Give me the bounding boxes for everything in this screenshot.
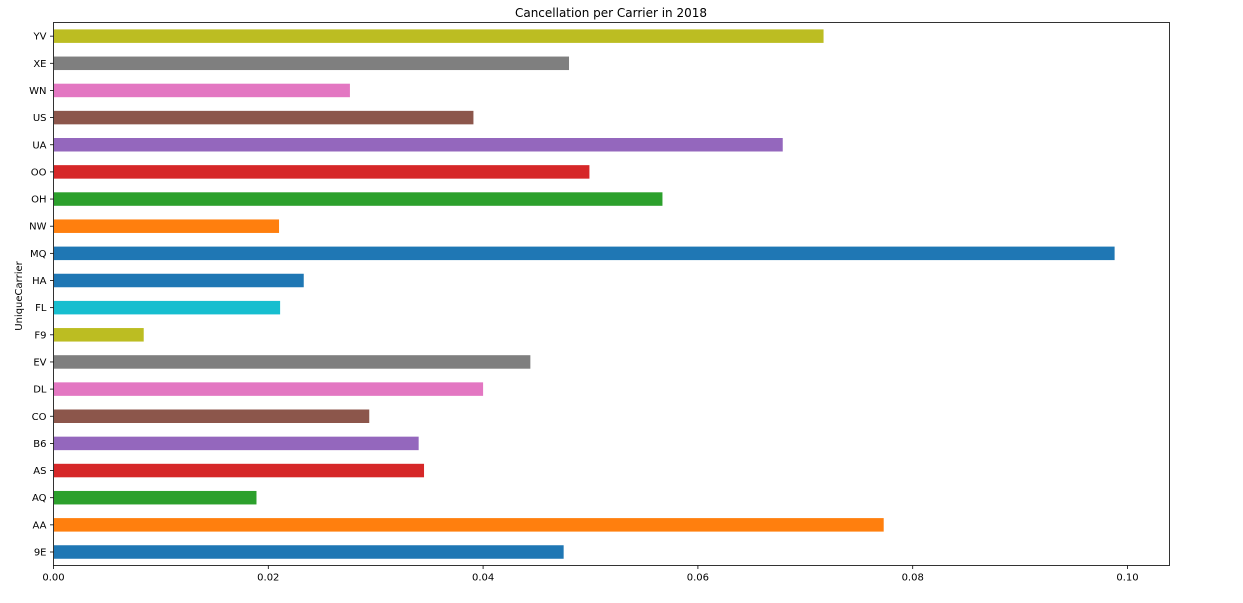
bar-dl bbox=[54, 382, 484, 396]
y-tick-label: AS bbox=[33, 466, 46, 477]
bar-us bbox=[54, 110, 474, 125]
x-tick-label: 0.04 bbox=[472, 573, 494, 584]
bar-yv bbox=[54, 29, 824, 43]
y-tick-label: XE bbox=[33, 59, 46, 70]
bar-co bbox=[54, 409, 370, 423]
bar-ha bbox=[54, 273, 304, 288]
y-tick-label: NW bbox=[29, 222, 46, 233]
chart-title: Cancellation per Carrier in 2018 bbox=[515, 6, 707, 20]
y-tick-label: MQ bbox=[30, 249, 47, 260]
y-tick-label: OH bbox=[31, 195, 46, 206]
bar-ua bbox=[54, 138, 783, 152]
bar-wn bbox=[54, 83, 350, 98]
y-tick-label: CO bbox=[32, 412, 47, 423]
bar-aq bbox=[54, 490, 257, 505]
bar-oo bbox=[54, 165, 590, 179]
y-tick-label: WN bbox=[29, 86, 46, 97]
y-tick-label: DL bbox=[33, 385, 47, 396]
x-tick-label: 0.02 bbox=[257, 573, 279, 584]
bar-nw bbox=[54, 219, 280, 233]
y-axis-label: UniqueCarrier bbox=[14, 260, 25, 330]
y-tick-label: EV bbox=[33, 357, 46, 368]
y-tick-label: B6 bbox=[33, 439, 46, 450]
y-tick-label: OO bbox=[31, 167, 47, 178]
bar-oh bbox=[54, 192, 663, 206]
x-tick-label: 0.00 bbox=[42, 573, 64, 584]
bar-fl bbox=[54, 300, 281, 315]
y-tick-label: YV bbox=[33, 32, 47, 43]
x-tick-label: 0.06 bbox=[687, 573, 709, 584]
x-tick-label: 0.08 bbox=[902, 573, 924, 584]
y-tick-label: 9E bbox=[34, 548, 47, 559]
x-tick-label: 0.10 bbox=[1116, 573, 1138, 584]
bar-aa bbox=[54, 518, 884, 532]
y-tick-label: AQ bbox=[32, 493, 47, 504]
y-tick-label: US bbox=[33, 113, 47, 124]
y-tick-label: FL bbox=[35, 303, 47, 314]
y-tick-label: AA bbox=[33, 520, 47, 531]
bar-9e bbox=[54, 545, 564, 559]
y-tick-label: UA bbox=[32, 140, 46, 151]
bar-b6 bbox=[54, 436, 419, 451]
bar-mq bbox=[54, 246, 1115, 261]
bar-xe bbox=[54, 56, 570, 71]
bar-as bbox=[54, 463, 425, 478]
bar-ev bbox=[54, 355, 531, 369]
y-tick-label: F9 bbox=[34, 330, 46, 341]
bar-f9 bbox=[54, 328, 144, 342]
y-tick-label: HA bbox=[32, 276, 47, 287]
plot-frame bbox=[53, 22, 1170, 566]
